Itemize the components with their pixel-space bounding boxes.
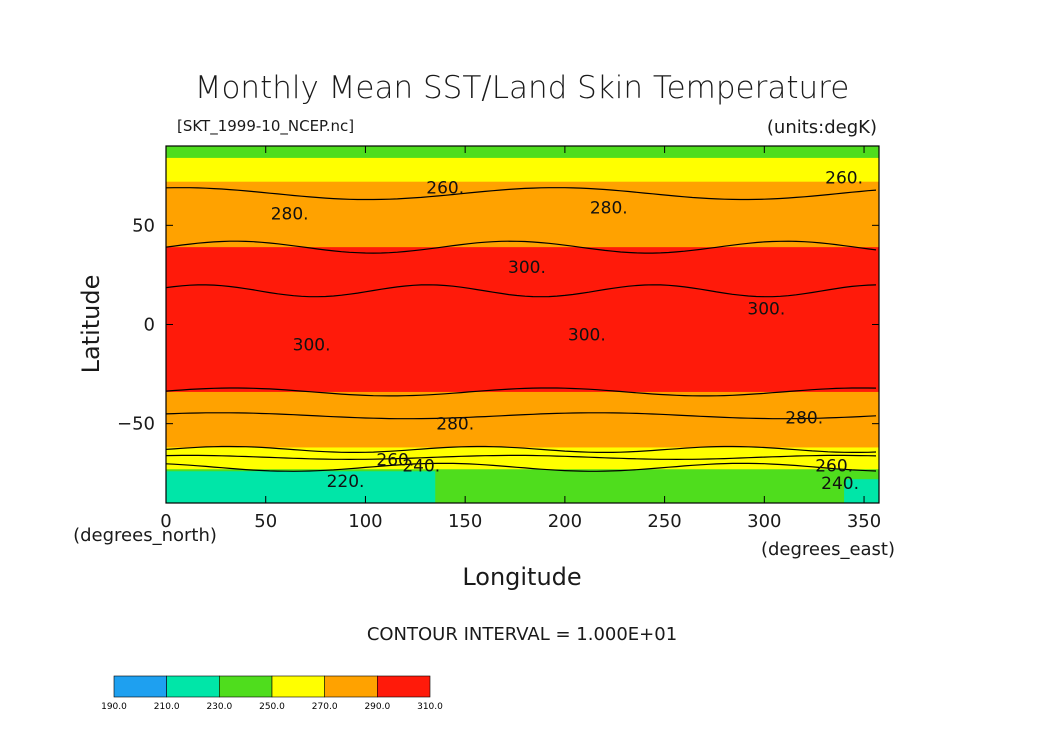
contour-line: [166, 412, 877, 420]
contour-label: 220.: [327, 472, 365, 492]
contour-label: 260.: [815, 456, 853, 476]
x-tick-label: 50: [254, 511, 277, 532]
y-tick-label: 50: [132, 215, 155, 236]
x-tick-label: 350: [847, 511, 881, 532]
temperature-field: [166, 146, 879, 503]
contour-label: 300.: [293, 335, 331, 355]
colorbar-swatch: [166, 675, 220, 698]
colorbar-label: 310.0: [417, 702, 443, 712]
contour-lines: [166, 187, 877, 472]
contour-label: 280.: [590, 198, 628, 218]
band-antarctic-210-230: [166, 471, 436, 503]
x-tick-label: 0: [160, 511, 171, 532]
units-label: (units:degK): [767, 117, 877, 138]
colorbar: 190.0 210.0 230.0 250.0 270.0 290.0 310.0: [101, 675, 443, 712]
x-tick-label: 150: [448, 511, 482, 532]
colorbar-swatch: [324, 675, 378, 698]
colorbar-label: 270.0: [312, 702, 338, 712]
contour-label: 260.: [426, 179, 464, 199]
contour-label: 300.: [568, 325, 606, 345]
colorbar-label: 290.0: [364, 702, 390, 712]
y-tick-label: −50: [117, 414, 155, 435]
contour-label: 240.: [821, 474, 859, 494]
y-tick-label: 0: [144, 315, 155, 336]
y-axis-title: Latitude: [77, 275, 105, 374]
contour-label: 300.: [747, 300, 785, 320]
contour-label: 260.: [825, 169, 863, 189]
contour-label: 300.: [508, 258, 546, 278]
contour-line: [166, 284, 877, 298]
y-axis: −50 0 50: [117, 215, 879, 435]
contour-labels: 260. 280. 280. 260. 300. 300. 300. 300. 280. 280.…: [271, 169, 863, 494]
band-arctic-230-250: [166, 146, 879, 158]
x-axis: 0 50 100 150 200 250 300 350: [160, 146, 881, 532]
contour-line: [166, 240, 877, 254]
x-tick-label: 300: [747, 511, 781, 532]
colorbar-swatch: [113, 675, 167, 698]
y-units-label: (degrees_north): [73, 525, 217, 546]
x-axis-title: Longitude: [462, 563, 581, 591]
chart-title: Monthly Mean SST/Land Skin Temperature: [195, 70, 850, 106]
x-tick-label: 100: [348, 511, 382, 532]
colorbar-label: 210.0: [154, 702, 180, 712]
colorbar-swatch: [271, 675, 325, 698]
contour-label: 260.: [376, 450, 414, 470]
colorbar-label: 230.0: [206, 702, 232, 712]
contour-label: 280.: [785, 409, 823, 429]
contour-line: [166, 445, 877, 453]
x-units-label: (degrees_east): [761, 539, 895, 560]
contour-line: [166, 454, 877, 461]
contour-interval-note: CONTOUR INTERVAL = 1.000E+01: [367, 624, 677, 645]
contour-line: [166, 387, 877, 397]
dataset-label: [SKT_1999-10_NCEP.nc]: [177, 117, 354, 136]
x-tick-label: 250: [647, 511, 681, 532]
x-tick-label: 200: [548, 511, 582, 532]
colorbar-label: 190.0: [101, 702, 127, 712]
band-tropics-290-310: [166, 247, 879, 392]
colorbar-label: 250.0: [259, 702, 285, 712]
contour-line: [166, 187, 877, 201]
contour-label: 280.: [436, 415, 474, 435]
contour-line: [166, 462, 877, 472]
colorbar-swatch: [219, 675, 273, 698]
band-antarctic-210-230-east: [844, 479, 879, 503]
colorbar-swatch: [377, 675, 431, 698]
contour-label: 240.: [402, 456, 440, 476]
contour-label: 280.: [271, 204, 309, 224]
